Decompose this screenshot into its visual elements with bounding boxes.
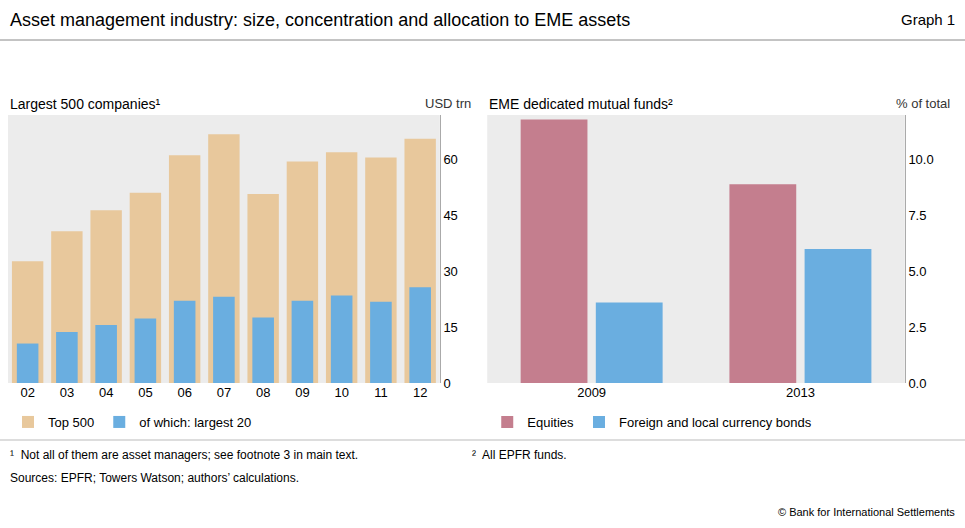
svg-text:10: 10 — [334, 385, 348, 400]
svg-text:of which: largest 20: of which: largest 20 — [139, 415, 251, 430]
svg-text:10.0: 10.0 — [908, 152, 933, 167]
svg-text:5.0: 5.0 — [908, 264, 926, 279]
svg-text:45: 45 — [443, 208, 457, 223]
svg-text:Asset management industry: siz: Asset management industry: size, concent… — [10, 10, 630, 30]
svg-text:12: 12 — [413, 385, 427, 400]
svg-text:2013: 2013 — [786, 385, 815, 400]
svg-text:USD trn: USD trn — [425, 96, 471, 111]
svg-text:15: 15 — [443, 320, 457, 335]
svg-text:30: 30 — [443, 264, 457, 279]
svg-text:60: 60 — [443, 152, 457, 167]
svg-text:07: 07 — [217, 385, 231, 400]
svg-text:EME dedicated mutual funds²: EME dedicated mutual funds² — [489, 96, 673, 112]
svg-text:08: 08 — [256, 385, 270, 400]
svg-text:09: 09 — [295, 385, 309, 400]
svg-text:06: 06 — [177, 385, 191, 400]
svg-text:2009: 2009 — [577, 385, 606, 400]
svg-text:Top 500: Top 500 — [48, 415, 94, 430]
svg-text:2.5: 2.5 — [908, 320, 926, 335]
svg-text:0: 0 — [443, 376, 450, 391]
svg-text:02: 02 — [20, 385, 34, 400]
svg-text:¹ Not all of them are asset m: ¹ Not all of them are asset managers; se… — [10, 448, 358, 462]
svg-text:0.0: 0.0 — [908, 376, 926, 391]
svg-text:05: 05 — [138, 385, 152, 400]
svg-text:Sources: EPFR; Towers Watson;: Sources: EPFR; Towers Watson; authors’ c… — [10, 471, 299, 485]
svg-text:03: 03 — [60, 385, 74, 400]
svg-text:Foreign and local currency bon: Foreign and local currency bonds — [619, 415, 812, 430]
svg-text:7.5: 7.5 — [908, 208, 926, 223]
svg-text:% of total: % of total — [896, 96, 950, 111]
svg-text:Graph 1: Graph 1 — [901, 11, 955, 28]
svg-text:Equities: Equities — [527, 415, 574, 430]
svg-text:² All EPFR funds.: ² All EPFR funds. — [472, 448, 567, 462]
svg-text:Largest 500 companies¹: Largest 500 companies¹ — [10, 96, 161, 112]
svg-text:11: 11 — [374, 385, 388, 400]
svg-text:© Bank for International Settl: © Bank for International Settlements — [778, 506, 955, 518]
svg-text:04: 04 — [99, 385, 113, 400]
